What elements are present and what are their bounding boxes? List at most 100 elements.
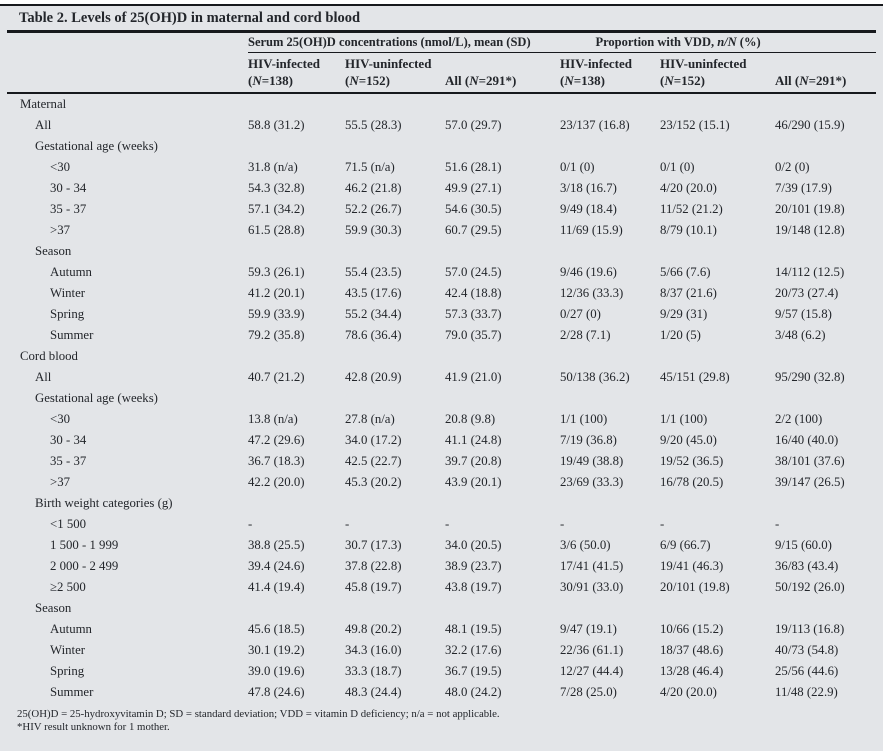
spacer-cell [525,115,560,136]
cell-value: 50/138 (36.2) [560,369,630,384]
cell-value: 16/78 (20.5) [660,474,724,489]
cell-value: 5/66 (7.6) [660,264,711,279]
row-label: 1 500 - 1 999 [50,537,119,552]
cell-value: 11/52 (21.2) [660,201,723,216]
group-header-vdd-label: Proportion with VDD, [595,34,718,49]
footnote-abbreviations: 25(OH)D = 25-hydroxyvitamin D; SD = stan… [17,707,500,720]
cell-value: 1/20 (5) [660,327,701,342]
cell-value: 34.0 (20.5) [445,537,502,552]
spacer-cell [525,388,560,409]
cell-value [775,388,876,409]
table-row: Winter 41.2 (20.1) 43.5 (17.6) 42.4 (18.8) 1… [7,283,876,304]
table-row: Gestational age (weeks) [7,136,876,157]
spacer-cell [525,493,560,514]
row-label: All [35,369,52,384]
cell-value: 7/28 (25.0) [560,684,617,699]
cell-value: - [445,516,450,531]
spacer-cell [525,283,560,304]
cell-value: 47.8 (24.6) [248,684,305,699]
cell-value: 4/20 (20.0) [660,180,717,195]
cell-value: 57.0 (24.5) [445,264,502,279]
cell-value [445,598,525,619]
cell-value: 2/28 (7.1) [560,327,611,342]
cell-value: 60.7 (29.5) [445,222,502,237]
row-label: <1 500 [50,516,87,531]
table-row: Summer 47.8 (24.6) 48.3 (24.4) 48.0 (24.2) 7… [7,682,876,703]
cell-value [560,388,660,409]
cell-value: 45.8 (19.7) [345,579,402,594]
table-row: >37 42.2 (20.0) 45.3 (20.2) 43.9 (20.1) 23/6… [7,472,876,493]
col-header-hiv-infected-serum: HIV-infected (N=138) [248,52,345,94]
cell-value: 0/1 (0) [560,159,595,174]
cell-value: 46/290 (15.9) [775,117,845,132]
cell-value: 30.1 (19.2) [248,642,305,657]
cell-value [775,598,876,619]
cell-value [345,93,445,115]
row-label: Summer [50,684,94,699]
cell-value: 9/20 (45.0) [660,432,717,447]
cell-value: 41.4 (19.4) [248,579,305,594]
row-label: >37 [50,222,71,237]
cell-value: 7/39 (17.9) [775,180,832,195]
col-header-all-vdd: All (N=291*) [775,52,877,94]
cell-value: 39.7 (20.8) [445,453,502,468]
cell-value [560,598,660,619]
table-row: 30 - 34 54.3 (32.8) 46.2 (21.8) 49.9 (27.1)… [7,178,876,199]
table-row: Birth weight categories (g) [7,493,876,514]
table-row: Winter 30.1 (19.2) 34.3 (16.0) 32.2 (17.6) 2… [7,640,876,661]
cell-value: 32.2 (17.6) [445,642,502,657]
row-label: Spring [50,306,85,321]
cell-value: - [660,516,665,531]
spacer-cell [525,556,560,577]
group-header-vdd-suffix: (%) [736,34,761,49]
cell-value: 38.8 (25.5) [248,537,305,552]
cell-value: 9/46 (19.6) [560,264,617,279]
cell-value: 78.6 (36.4) [345,327,402,342]
row-label: Season [35,600,72,615]
col-header-hiv-uninfected-vdd: HIV-uninfected (N=152) [660,52,776,94]
cell-value [560,136,660,157]
cell-value: 79.0 (35.7) [445,327,502,342]
spacer-cell [525,325,560,346]
cell-value [660,241,775,262]
spacer-cell [525,367,560,388]
cell-value [345,388,445,409]
cell-value: 36.7 (18.3) [248,453,305,468]
cell-value: 17/41 (41.5) [560,558,624,573]
cell-value [660,93,775,115]
row-label: >37 [50,474,71,489]
cell-value: 12/27 (44.4) [560,663,624,678]
cell-value [445,93,525,115]
cell-value: 6/9 (66.7) [660,537,711,552]
cell-value: 49.9 (27.1) [445,180,502,195]
cell-value: 42.4 (18.8) [445,285,502,300]
spacer-cell [525,430,560,451]
cell-value [775,136,876,157]
cell-value: 79.2 (35.8) [248,327,305,342]
cell-value: 41.1 (24.8) [445,432,502,447]
cell-value [248,388,345,409]
cell-value: 95/290 (32.8) [775,369,845,384]
cell-value: 48.1 (19.5) [445,621,502,636]
cell-value: 43.5 (17.6) [345,285,402,300]
row-label: Birth weight categories (g) [35,495,173,510]
table-row: All 40.7 (21.2) 42.8 (20.9) 41.9 (21.0) 50/1… [7,367,876,388]
table-body: Maternal All 58.8 (31.2) 55.5 (28.3) 57.0 (2… [7,93,876,703]
cell-value [248,493,345,514]
cell-value: 71.5 (n/a) [345,159,395,174]
cell-value [248,136,345,157]
cell-value: 12/36 (33.3) [560,285,624,300]
spacer-cell [525,619,560,640]
cell-value: 8/79 (10.1) [660,222,717,237]
cell-value: 55.2 (34.4) [345,306,402,321]
spacer-cell [525,262,560,283]
cell-value: 46.2 (21.8) [345,180,402,195]
cell-value: 3/18 (16.7) [560,180,617,195]
cell-value: 57.1 (34.2) [248,201,305,216]
group-header-row: Serum 25(OH)D concentrations (nmol/L), m… [7,32,877,53]
cell-value: 20.8 (9.8) [445,411,496,426]
table-figure-panel: Table 2. Levels of 25(OH)D in maternal a… [0,4,883,751]
cell-value [445,388,525,409]
row-label: Summer [50,327,94,342]
cell-value: 57.3 (33.7) [445,306,502,321]
